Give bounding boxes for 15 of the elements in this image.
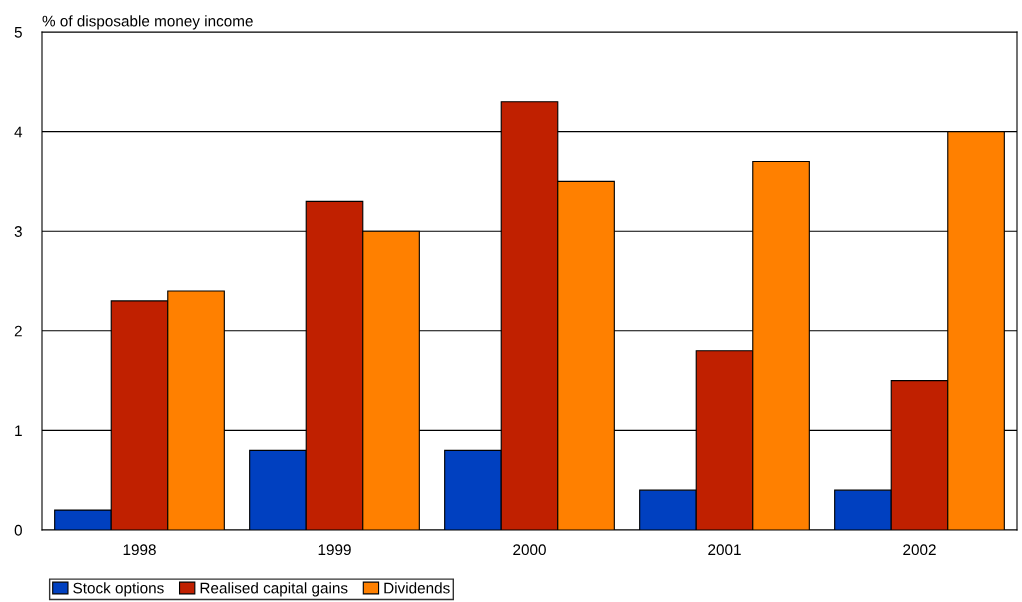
x-tick-label: 1998 <box>123 544 156 556</box>
x-tick-label: 2001 <box>708 544 741 556</box>
x-tick-label: 2000 <box>513 544 546 556</box>
y-tick-label: 4 <box>14 126 23 138</box>
y-tick-label: 3 <box>14 226 22 237</box>
y-tick-label: 0 <box>14 524 22 536</box>
x-tick-label: 1999 <box>318 544 351 556</box>
y-tick-label: 2 <box>14 325 22 337</box>
legend-label: Stock options <box>73 582 164 597</box>
legend-label: Dividends <box>384 582 450 594</box>
y-axis-title: % of disposable money income <box>42 15 253 30</box>
y-tick-label: 5 <box>14 27 22 38</box>
legend-label: Realised capital gains <box>200 582 348 597</box>
x-tick-label: 2002 <box>903 544 936 556</box>
y-tick-label: 1 <box>15 425 22 436</box>
